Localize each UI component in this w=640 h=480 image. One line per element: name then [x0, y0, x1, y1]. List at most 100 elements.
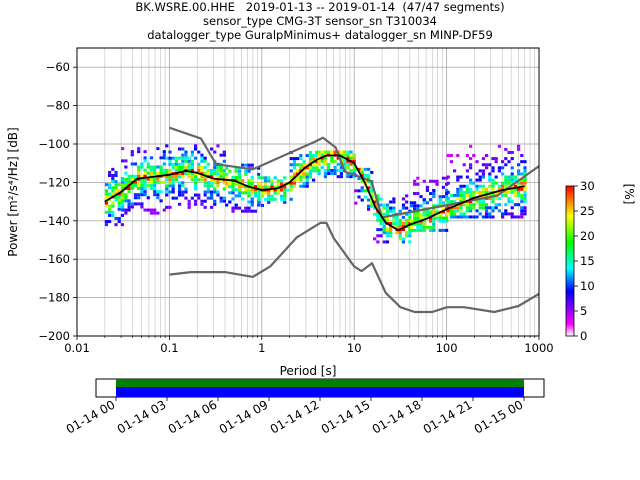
- density-cell: [203, 199, 207, 203]
- density-cell: [114, 192, 118, 196]
- density-cell: [379, 218, 383, 222]
- density-cell: [213, 190, 217, 194]
- density-cell: [222, 196, 226, 200]
- density-cell: [367, 173, 371, 177]
- density-cell: [121, 180, 125, 184]
- density-cell: [488, 184, 492, 188]
- density-cell: [513, 187, 517, 191]
- density-cell: [416, 213, 420, 217]
- density-cell: [153, 208, 157, 212]
- density-cell: [409, 225, 414, 229]
- density-cell: [475, 172, 479, 176]
- density-cell: [488, 197, 492, 201]
- density-cell: [117, 201, 121, 205]
- density-cell: [213, 165, 217, 169]
- density-cell: [270, 197, 274, 201]
- density-cell: [124, 165, 128, 169]
- density-cell: [184, 165, 188, 169]
- y-axis-label: Power [m²/s⁴/Hz] [dB]: [6, 127, 20, 256]
- density-cell: [200, 199, 204, 203]
- density-cell: [360, 167, 364, 171]
- density-cell: [456, 215, 460, 219]
- density-cell: [143, 208, 147, 212]
- density-cell: [346, 159, 350, 163]
- density-cell: [432, 219, 436, 223]
- density-cell: [438, 228, 442, 232]
- density-cell: [250, 182, 254, 186]
- density-cell: [485, 190, 489, 194]
- density-cell: [485, 187, 489, 191]
- density-cell: [213, 162, 217, 166]
- density-cell: [398, 209, 402, 213]
- density-cell: [137, 168, 141, 172]
- x-axis-label: Period [s]: [280, 364, 337, 378]
- density-cell: [121, 183, 125, 187]
- density-cell: [485, 209, 489, 213]
- density-cell: [197, 168, 201, 172]
- density-cell: [305, 184, 309, 188]
- density-cell: [263, 197, 268, 201]
- density-cell: [513, 175, 517, 179]
- density-cell: [193, 175, 198, 179]
- density-cell: [382, 203, 386, 207]
- density-cell: [234, 206, 238, 210]
- density-cell: [360, 189, 364, 193]
- density-cell: [419, 225, 423, 229]
- density-cell: [193, 172, 198, 176]
- density-cell: [435, 213, 439, 217]
- density-cell: [219, 172, 223, 176]
- density-cell: [222, 199, 226, 203]
- density-cell: [317, 159, 321, 163]
- density-cell: [162, 168, 166, 172]
- density-cell: [305, 163, 309, 167]
- density-cell: [441, 219, 446, 223]
- density-cell: [409, 201, 414, 205]
- density-cell: [323, 150, 328, 154]
- density-cell: [346, 150, 350, 154]
- density-cell: [478, 190, 482, 194]
- density-cell: [111, 177, 115, 181]
- density-cell: [213, 150, 217, 154]
- density-cell: [121, 159, 125, 163]
- density-cell: [323, 156, 328, 160]
- density-cell: [441, 185, 446, 189]
- density-cell: [124, 180, 128, 184]
- density-cell: [279, 179, 284, 183]
- density-cell: [193, 181, 198, 185]
- density-cell: [124, 183, 128, 187]
- density-cell: [456, 206, 460, 210]
- density-cell: [225, 182, 229, 186]
- density-cell: [507, 160, 511, 164]
- density-cell: [382, 212, 386, 216]
- density-cell: [263, 176, 268, 180]
- density-cell: [485, 166, 489, 170]
- density-cell: [472, 215, 476, 219]
- density-cell: [203, 175, 207, 179]
- density-cell: [501, 212, 505, 216]
- density-cell: [398, 231, 402, 235]
- density-cell: [315, 160, 319, 164]
- density-cell: [510, 190, 514, 194]
- density-cell: [267, 191, 271, 195]
- colorbar-tick-label: 10: [580, 279, 595, 293]
- density-cell: [501, 160, 505, 164]
- density-cell: [159, 199, 163, 203]
- density-cell: [422, 210, 426, 214]
- density-cell: [153, 211, 157, 215]
- density-cell: [453, 169, 457, 173]
- density-cell: [469, 190, 473, 194]
- density-cell: [419, 228, 423, 232]
- density-cell: [389, 200, 393, 204]
- density-cell: [253, 188, 258, 192]
- density-cell: [523, 160, 527, 164]
- density-cell: [276, 182, 280, 186]
- density-cell: [133, 180, 138, 184]
- density-cell: [299, 172, 303, 176]
- density-cell: [422, 201, 426, 205]
- density-cell: [174, 175, 178, 179]
- density-cell: [127, 187, 131, 191]
- density-cell: [181, 193, 185, 197]
- density-cell: [456, 154, 460, 158]
- density-cell: [462, 163, 466, 167]
- density-cell: [432, 188, 436, 192]
